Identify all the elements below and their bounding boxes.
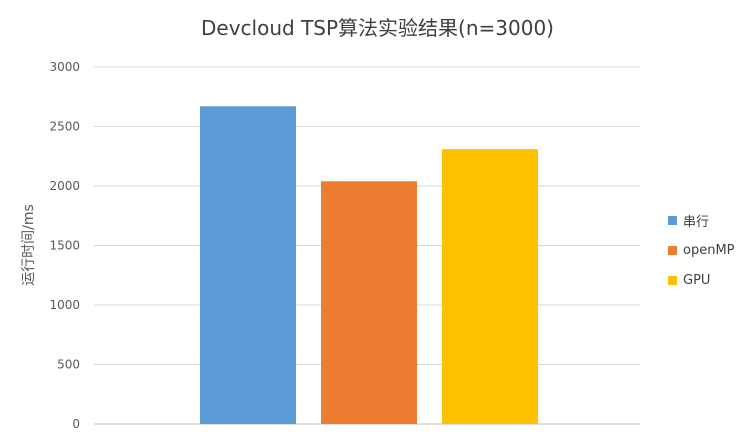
legend-label: GPU [683,272,711,288]
legend-swatch [668,275,677,285]
legend: 串行 openMP GPU [668,205,735,295]
legend-swatch [668,245,677,255]
y-axis-ticks: 0 500 1000 1500 2000 2500 3000 [49,60,80,431]
y-tick-label: 2500 [49,120,80,134]
bar-1 [200,106,296,425]
y-tick-label: 3000 [49,60,80,74]
y-tick-label: 1000 [49,298,80,312]
legend-label: 串行 [683,214,710,230]
bar-3 [442,149,538,425]
bar-2 [321,181,417,424]
legend-swatch [668,215,677,225]
legend-item: GPU [668,265,735,295]
legend-item: openMP [668,235,735,265]
legend-label: openMP [683,242,735,258]
bars [200,106,538,425]
chart-title: Devcloud TSP算法实验结果(n=3000) [201,16,554,40]
y-tick-label: 500 [57,358,80,372]
y-tick-label: 1500 [49,239,80,253]
y-tick-label: 0 [72,417,80,431]
legend-item: 串行 [668,205,735,235]
y-tick-label: 2000 [49,179,80,193]
